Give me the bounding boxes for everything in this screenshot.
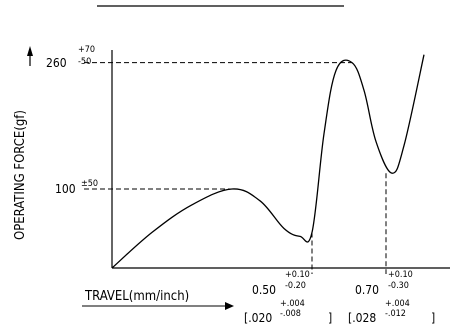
x-tick-050-inch-lower: -.008 [280,309,301,319]
y-axis-arrow-icon [27,46,33,56]
x-tick-050-inch-upper: +.004 [280,299,305,309]
y-tick-260-upper: +70 [78,45,95,55]
y-tick-260-lower: -50 [78,57,91,67]
y-tick-260-base: 260 [46,56,67,70]
x-tick-070-inch-upper: +.004 [385,299,410,309]
x-tick-070-base: 0.70 [355,283,379,297]
x-tick-070-inch-close: ] [431,311,435,325]
y-tick-100-base: 100 [55,182,76,196]
x-tick-050-lower: -0.20 [285,281,306,291]
y-axis-label: OPERATING FORCE(gf) [13,110,28,240]
x-label-arrow-icon [225,302,234,310]
x-tick-070-lower: -0.30 [388,281,409,291]
x-tick-050-inch-close: ] [328,311,332,325]
x-tick-070-upper: +0.10 [388,270,413,280]
y-tick-100-tolerance: ±50 [81,179,98,189]
x-axis-label: TRAVEL(mm/inch) [84,289,189,304]
x-tick-050-inch: [.020 [244,311,272,325]
x-tick-050-upper: +0.10 [285,270,310,280]
x-tick-070-inch: [.028 [348,311,376,325]
force-curve [111,54,425,269]
x-tick-070-inch-lower: -.012 [385,309,406,319]
x-tick-050-base: 0.50 [252,283,276,297]
